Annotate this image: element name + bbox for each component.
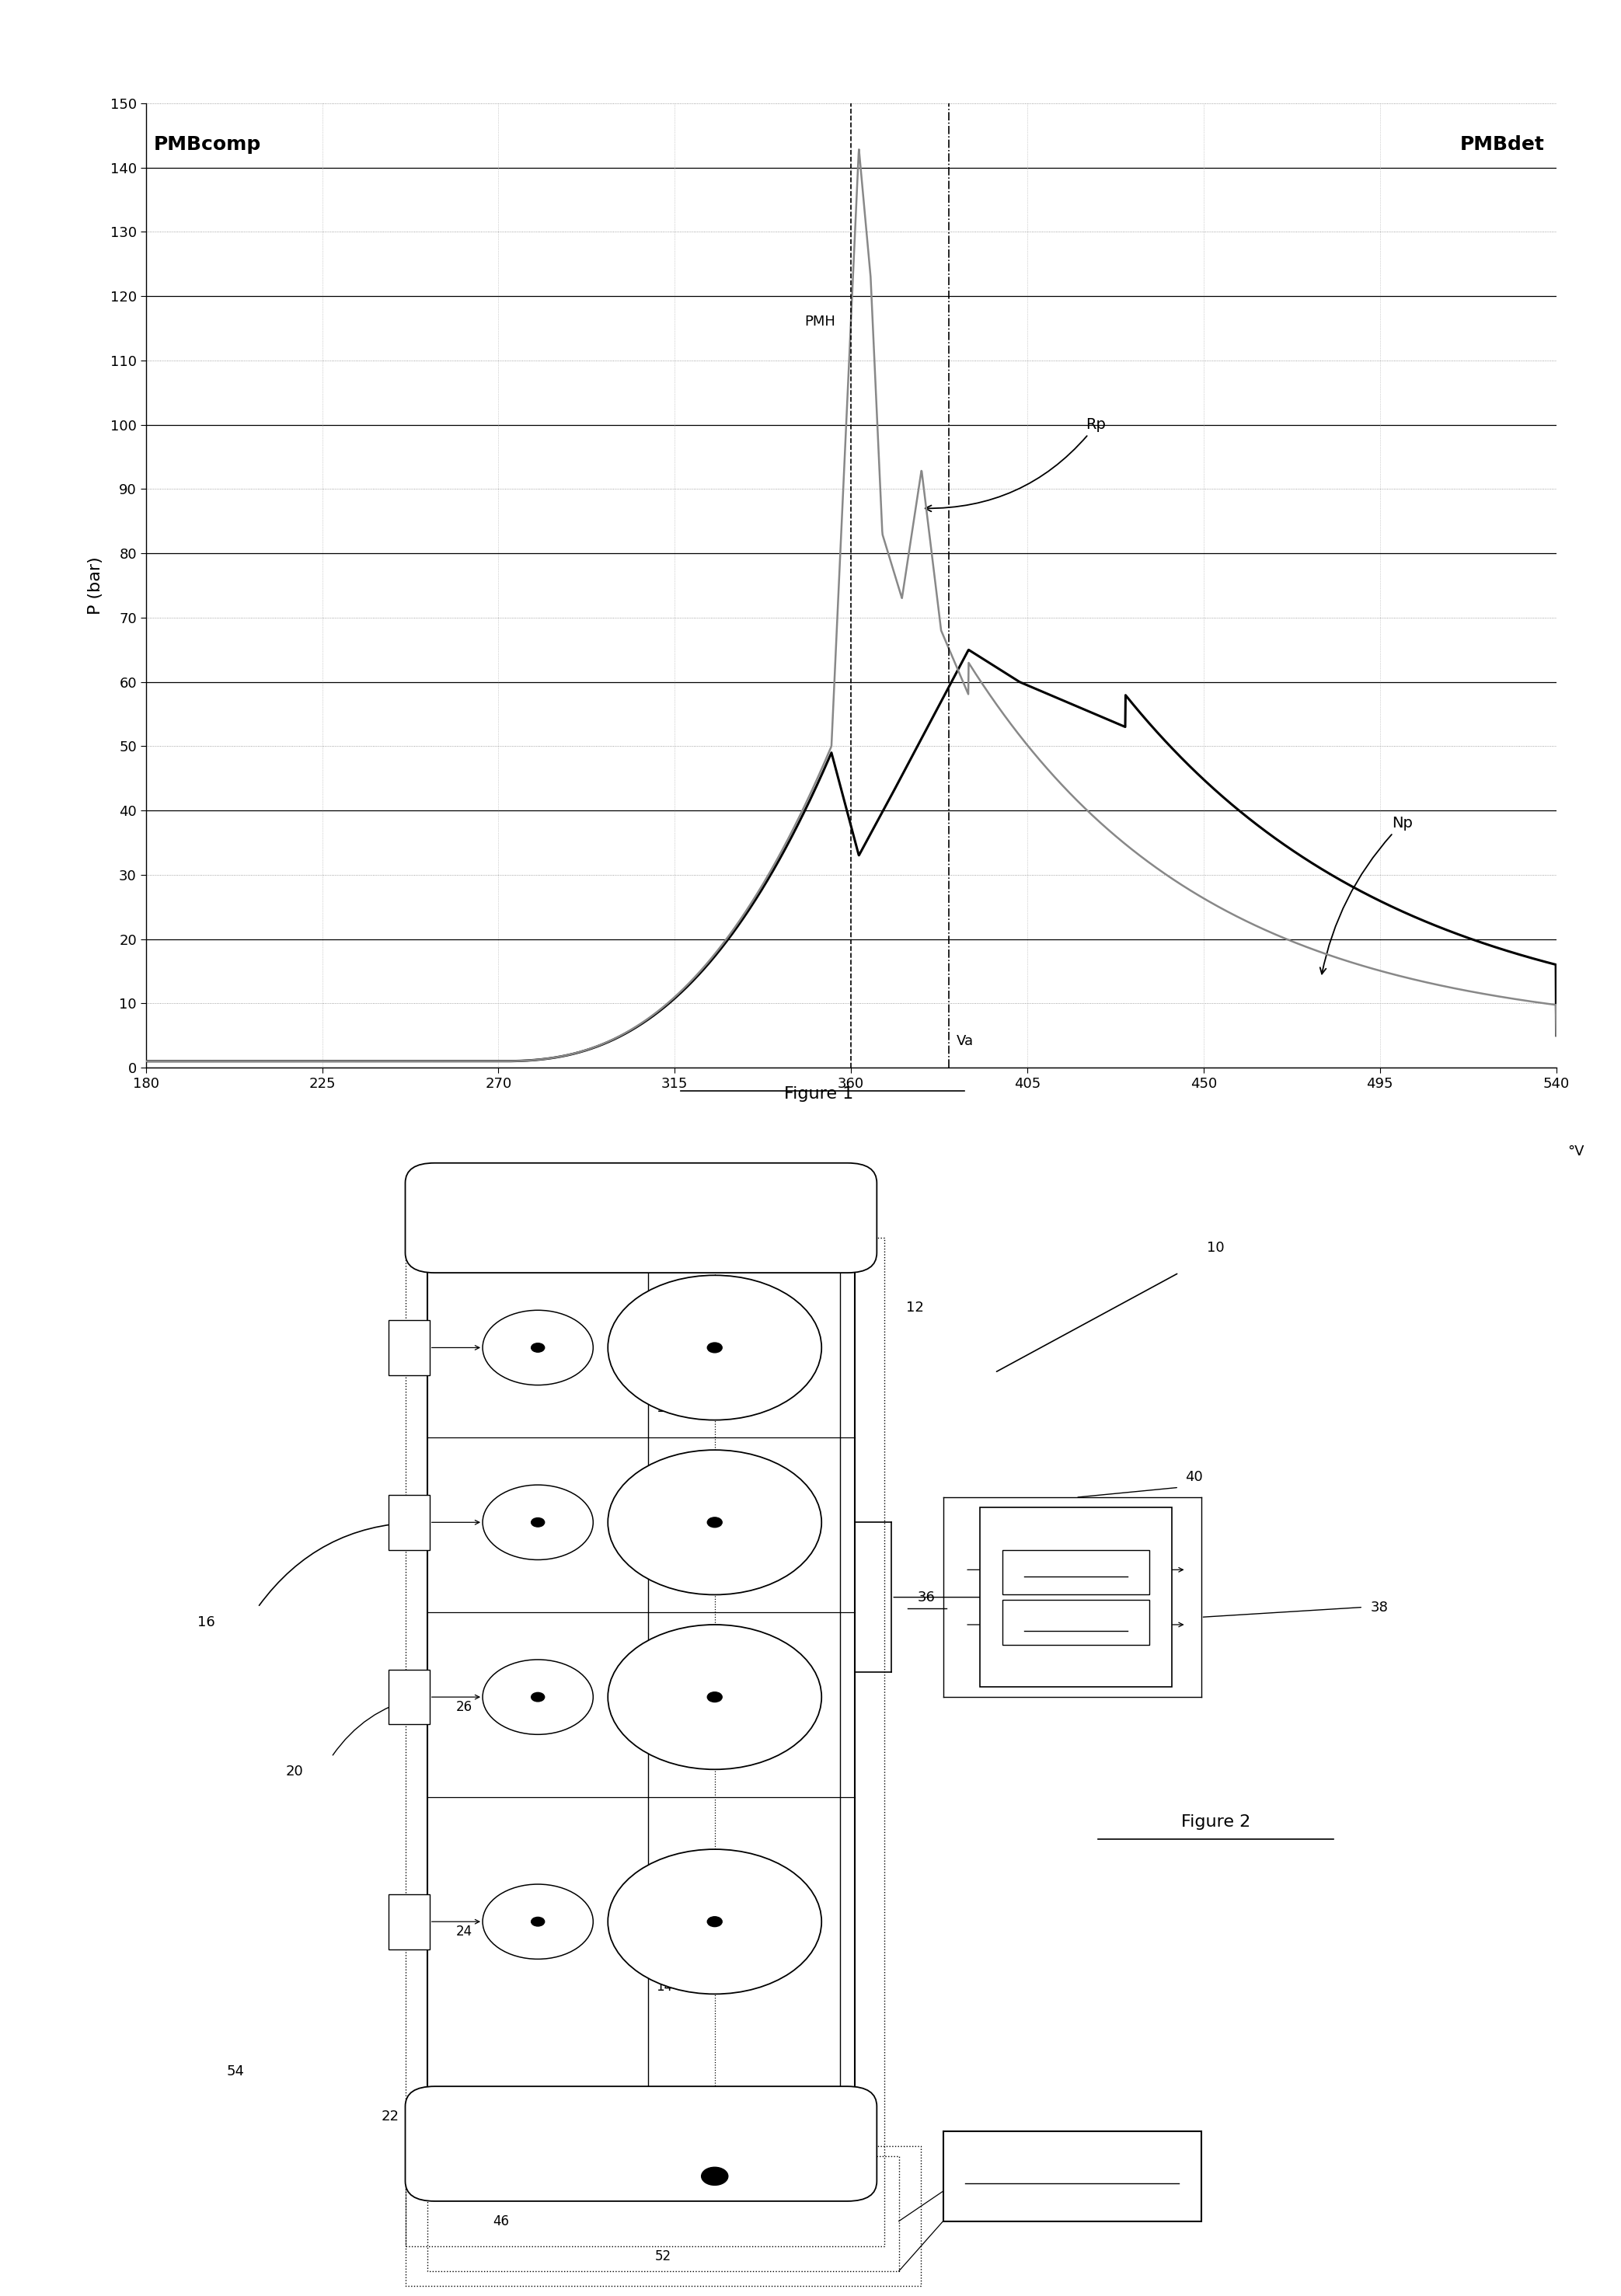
Text: 34: 34 [655, 1201, 673, 1215]
Circle shape [532, 1343, 545, 1352]
Text: 30: 30 [699, 1515, 715, 1529]
Text: 10: 10 [1208, 1240, 1224, 1256]
Bar [1002, 1550, 1149, 1596]
Circle shape [532, 1518, 545, 1527]
Text: 50: 50 [678, 2165, 694, 2179]
Text: PMBcomp: PMBcomp [154, 135, 261, 154]
Circle shape [608, 1274, 822, 1419]
Text: 38: 38 [1370, 1600, 1388, 1614]
Text: 36: 36 [917, 1591, 935, 1605]
Circle shape [483, 1660, 593, 1733]
Circle shape [483, 1885, 593, 1958]
FancyBboxPatch shape [405, 1164, 877, 1272]
Circle shape [532, 1917, 545, 1926]
Text: Rp: Rp [926, 418, 1106, 512]
Bar [428, 1247, 854, 2105]
Circle shape [608, 1451, 822, 1596]
Text: 44: 44 [1067, 1564, 1084, 1577]
Circle shape [483, 1486, 593, 1559]
Circle shape [707, 1343, 721, 1352]
Bar [389, 1320, 430, 1375]
Text: 40: 40 [1185, 1469, 1203, 1486]
Text: °V: °V [1568, 1146, 1585, 1159]
Text: Figure 1: Figure 1 [785, 1086, 853, 1102]
Circle shape [532, 1692, 545, 1701]
Text: Figure 2: Figure 2 [1182, 1814, 1250, 1830]
Text: 20: 20 [285, 1766, 303, 1779]
Circle shape [608, 1848, 822, 1993]
Text: 32: 32 [699, 1940, 715, 1954]
Text: 42: 42 [1067, 1619, 1084, 1632]
Text: 22: 22 [381, 2110, 399, 2124]
Bar [943, 2131, 1201, 2220]
Text: Va: Va [956, 1035, 974, 1049]
Bar [648, 1247, 840, 2105]
Circle shape [702, 2167, 728, 2186]
Circle shape [707, 1917, 721, 1926]
Text: 46: 46 [493, 2213, 509, 2227]
Text: 24: 24 [456, 1924, 472, 1938]
Text: PMH: PMH [804, 315, 835, 328]
Text: 12: 12 [906, 1302, 924, 1316]
Bar [389, 1669, 430, 1724]
Text: 14: 14 [657, 1979, 673, 1993]
Text: 26: 26 [456, 1699, 472, 1715]
FancyBboxPatch shape [405, 2087, 877, 2202]
Text: Np: Np [1319, 815, 1412, 974]
Circle shape [707, 1692, 721, 1701]
Circle shape [707, 1518, 721, 1527]
Bar [389, 1894, 430, 1949]
Text: 28: 28 [765, 2124, 783, 2138]
Circle shape [608, 1626, 822, 1770]
Text: 54: 54 [227, 2064, 245, 2078]
Text: 48: 48 [1062, 2170, 1081, 2183]
Bar [389, 1495, 430, 1550]
Circle shape [483, 1311, 593, 1384]
Text: 52: 52 [655, 2250, 671, 2264]
Text: 18: 18 [426, 1217, 444, 1231]
Text: PMBdet: PMBdet [1461, 135, 1545, 154]
Text: 14: 14 [657, 1401, 673, 1414]
Bar [1002, 1600, 1149, 1644]
Y-axis label: P (bar): P (bar) [88, 556, 104, 615]
Bar [981, 1508, 1172, 1688]
Text: 16: 16 [198, 1614, 216, 1630]
